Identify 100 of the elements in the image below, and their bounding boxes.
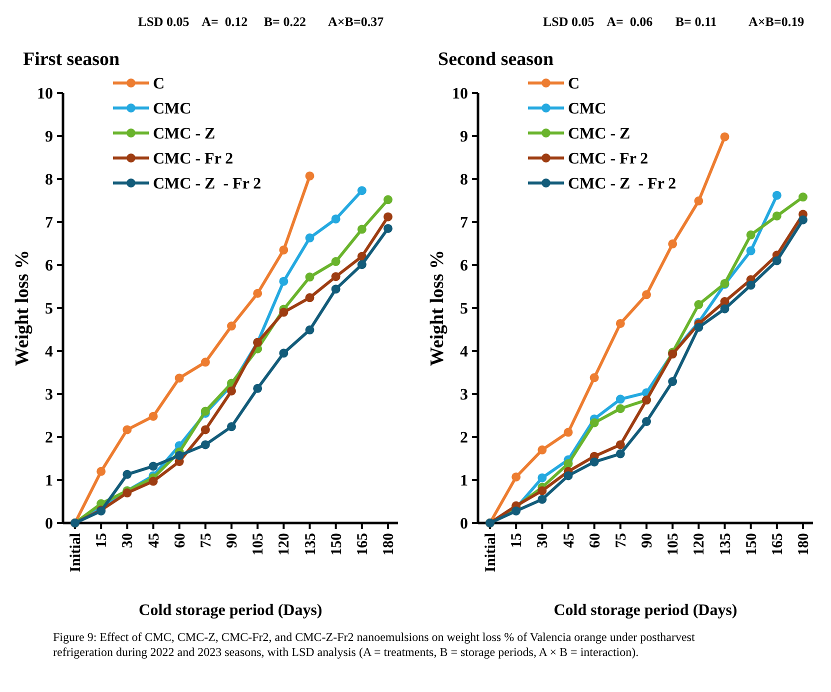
point [279, 245, 288, 254]
y-tick-label: 0 [460, 516, 468, 533]
point [357, 224, 366, 234]
point [253, 384, 262, 393]
x-tick-label: 105 [250, 533, 267, 556]
point [331, 257, 340, 266]
y-tick-label: 10 [452, 86, 468, 103]
legend-label: CMC [568, 100, 606, 118]
point [616, 394, 625, 404]
y-tick-label: 3 [45, 386, 53, 404]
x-tick-label: 90 [640, 533, 656, 548]
x-tick-label: 75 [613, 533, 630, 548]
point [746, 246, 756, 256]
y-tick-label: 1 [45, 472, 53, 490]
point [200, 440, 210, 450]
x-tick-label: 165 [354, 533, 371, 556]
point [122, 425, 132, 434]
point [279, 348, 288, 358]
point [746, 230, 756, 240]
legend-label: CMC - Z - Fr 2 [153, 176, 262, 193]
point [227, 422, 236, 432]
caption: Figure 9: Effect of CMC, CMC-Z, CMC-Fr2, and CMC-Z-Fr2 nanoemulsions on weight loss % of Valencia orange under postharvest refrigeration during 2022 and 2023 seasons, with LSD analysis (A = treatments, B = storage periods, A × B = interaction). [53, 630, 696, 659]
y-tick-label: 9 [460, 128, 468, 146]
text: LSD 0.05 A= 0.12 B= 0.22 A×B=0.37 [138, 14, 384, 29]
y-tick-label: 0 [45, 516, 53, 533]
point [148, 462, 158, 471]
point [538, 445, 547, 454]
y-tick-label: 8 [460, 172, 468, 189]
y-tick-label: 7 [45, 214, 53, 232]
chart-title: Second season [438, 49, 554, 70]
point [616, 318, 625, 328]
y-tick-label: 6 [460, 258, 468, 275]
point [590, 418, 599, 428]
x-tick-label: 15 [94, 533, 110, 548]
legend-label: CMC - Fr 2 [153, 150, 234, 168]
point [227, 386, 236, 396]
y-axis-title: Weight loss % [427, 250, 448, 366]
point [331, 284, 340, 294]
legend-label: C [153, 76, 165, 93]
point [668, 377, 678, 386]
x-tick-label: 135 [302, 533, 319, 556]
x-tick-label: 120 [276, 533, 293, 556]
point [720, 132, 730, 142]
point [305, 233, 314, 242]
x-tick-label: 135 [718, 533, 734, 556]
x-tick-label: 60 [172, 533, 188, 548]
x-tick-label: 60 [587, 533, 604, 548]
point [694, 322, 704, 332]
point [642, 290, 651, 300]
point [174, 450, 184, 460]
x-tick-label: 45 [561, 533, 578, 548]
point [746, 280, 756, 290]
point [227, 322, 236, 331]
point [305, 325, 314, 334]
y-tick-label: 7 [460, 214, 468, 232]
point [642, 417, 651, 426]
point [96, 466, 106, 476]
x-tick-label: 180 [381, 533, 397, 556]
x-tick-label: 105 [666, 533, 682, 556]
x-tick-label: 45 [146, 533, 162, 548]
x-tick-label: 30 [535, 533, 552, 548]
y-tick-label: 6 [45, 258, 53, 275]
point [148, 476, 158, 486]
x-tick-label: 90 [224, 533, 240, 548]
x-tick-label: 165 [770, 533, 786, 556]
point [616, 440, 625, 450]
x-tick-label: Initial [483, 533, 499, 572]
point [616, 449, 625, 458]
point [772, 256, 782, 266]
point [772, 190, 782, 200]
point [357, 260, 366, 270]
point [279, 276, 288, 286]
point [538, 494, 547, 504]
y-tick-label: 5 [460, 300, 468, 318]
point [694, 196, 704, 206]
point [174, 374, 184, 383]
point [331, 272, 340, 282]
x-tick-label: 150 [744, 533, 760, 556]
point [253, 288, 262, 298]
x-axis-title: Cold storage period (Days) [554, 602, 738, 619]
point [590, 373, 599, 382]
point [384, 212, 392, 222]
point [564, 428, 573, 437]
point [616, 404, 625, 414]
legend-label: CMC - Z [153, 126, 216, 143]
y-tick-label: 4 [460, 344, 468, 361]
point [305, 171, 314, 180]
point [564, 471, 573, 480]
y-tick-label: 8 [45, 172, 53, 189]
point [305, 293, 314, 302]
y-tick-label: 9 [45, 128, 53, 146]
point [384, 224, 392, 233]
legend-label: CMC - Z - Fr 2 [568, 176, 676, 193]
point [331, 214, 340, 224]
x-tick-label: 15 [509, 533, 526, 548]
x-tick-label: 30 [120, 533, 136, 548]
point [148, 412, 158, 421]
x-tick-label: 150 [328, 533, 345, 556]
x-tick-label: Initial [68, 533, 84, 572]
point [512, 472, 521, 482]
